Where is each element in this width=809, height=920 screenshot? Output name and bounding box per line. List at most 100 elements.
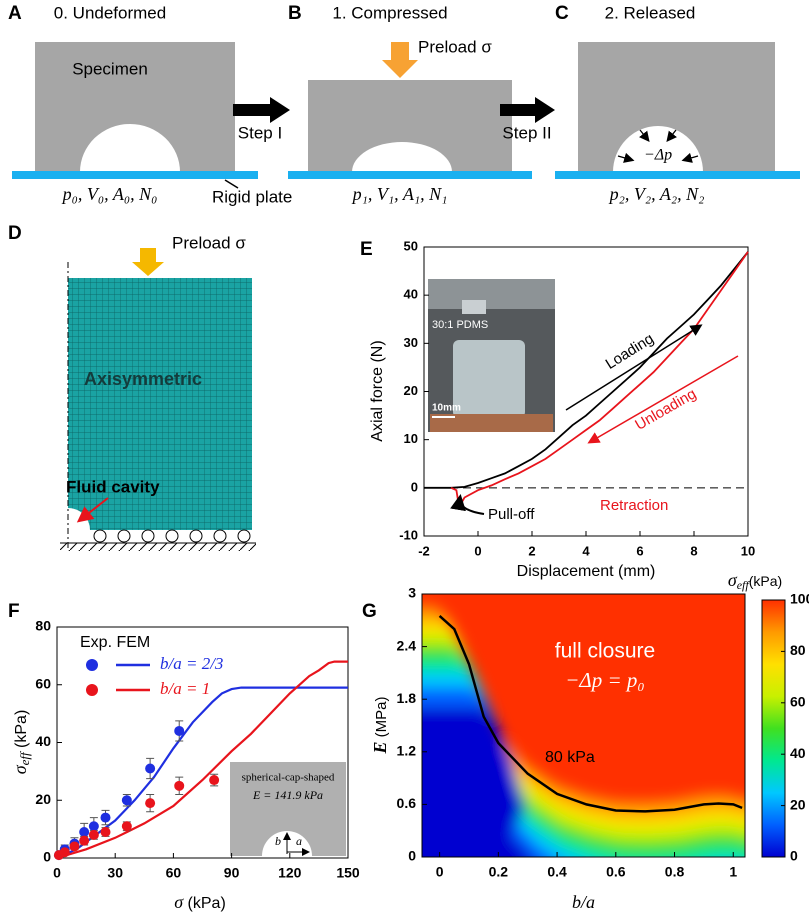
x-tick-label: 0.6	[606, 864, 626, 880]
x-tick-label: 10	[741, 543, 755, 558]
exp-point	[145, 798, 156, 809]
x-tick-label: 1	[729, 864, 737, 880]
state-label: p₁, V₁, A₁, N₁	[351, 184, 448, 204]
y-tick-label: 0	[408, 848, 416, 864]
cavity	[352, 142, 452, 172]
specimen-label: Specimen	[72, 59, 148, 78]
load-arrow	[382, 42, 418, 78]
colorbar-tick-label: 20	[790, 796, 806, 812]
y-axis-label-part: σ	[10, 764, 30, 774]
colorbar-tick-label: 60	[790, 694, 806, 710]
y-tick-label: 30	[404, 335, 418, 350]
x-tick-label: 0	[436, 864, 444, 880]
y-tick-label: 0	[43, 849, 51, 865]
x-tick-label: 0.4	[547, 864, 567, 880]
contour-line	[438, 614, 743, 813]
x-tick-label: 30	[107, 865, 123, 881]
load-label: Preload σ	[418, 37, 492, 56]
step-label: Step I	[238, 123, 282, 142]
photo-inset	[428, 279, 555, 432]
y-axis-label-part: E	[370, 741, 390, 754]
annotation: −Δp = p₀	[565, 668, 644, 692]
heatmap-field	[422, 605, 745, 857]
y-tick-label: 3	[408, 585, 416, 601]
mesh	[68, 278, 252, 530]
colorbar-label-part: σ	[728, 570, 738, 590]
exp-point	[100, 827, 111, 838]
inset-height: b	[275, 834, 281, 848]
y-axis-label: σeff (kPa)	[10, 710, 32, 775]
legend-label: b/a = 1	[160, 679, 210, 698]
y-axis-label-part: (kPa)	[13, 710, 30, 753]
x-tick-label: 150	[336, 865, 360, 881]
fem-line	[56, 686, 348, 860]
exp-point	[79, 835, 90, 846]
state-label: p₂, V₂, A₂, N₂	[608, 184, 705, 204]
panel-label: F	[8, 601, 20, 622]
plate-label: Rigid plate	[212, 187, 292, 206]
inset-modulus: E = 141.9 kPa	[252, 788, 323, 802]
legend-label: b/a = 2/3	[160, 654, 223, 673]
colorbar-tick-label: 40	[790, 745, 806, 761]
x-tick-label: 60	[166, 865, 182, 881]
x-tick-label: 8	[690, 543, 697, 558]
exp-point	[174, 725, 185, 736]
y-tick-label: 10	[404, 431, 418, 446]
ground-hatch	[60, 543, 256, 551]
legend-title: Exp. FEM	[80, 634, 150, 651]
colorbar-tick-label: 100	[790, 591, 809, 607]
contour-label: 80 kPa	[545, 749, 595, 766]
x-axis-label-part: b/a	[572, 892, 595, 912]
y-tick-label: 0.6	[397, 795, 417, 811]
x-tick-label: 0.2	[489, 864, 509, 880]
x-axis-label: b/a	[572, 892, 595, 912]
exp-point	[121, 821, 132, 832]
exp-point	[69, 841, 80, 852]
panel-title: 2. Released	[605, 3, 696, 22]
annotation: Pull-off	[488, 506, 535, 523]
annotation: full closure	[555, 640, 655, 663]
rigid-plate	[12, 171, 258, 179]
exp-point	[209, 775, 220, 786]
x-axis-label: σ (kPa)	[174, 892, 226, 912]
x-axis-label-part: σ	[174, 892, 184, 912]
y-tick-label: 0	[411, 479, 418, 494]
panel-d: D Preload σ Axisymmetric Fluid cavity	[8, 223, 256, 551]
x-tick-label: 0	[474, 543, 481, 558]
pointer	[76, 497, 109, 523]
pull-off-arrow	[450, 494, 485, 515]
series-label: Loading	[603, 330, 657, 373]
heatmap	[422, 594, 745, 857]
x-tick-label: -2	[418, 543, 430, 558]
rigid-plate	[555, 171, 800, 179]
unloading-arrow	[587, 355, 739, 444]
colorbar-label-part: (kPa)	[749, 573, 782, 589]
colorbar-label-part: eff	[737, 578, 751, 592]
y-tick-label: 1.8	[397, 690, 417, 706]
heatmap-layer	[422, 707, 532, 857]
inset-title: spherical-cap-shaped	[242, 772, 335, 784]
cavity	[80, 124, 180, 172]
panel-a: A 0. Undeformed Specimen p₀, V₀, A₀, N₀ …	[8, 3, 292, 206]
rigid-plate	[288, 171, 532, 179]
y-tick-label: 60	[35, 675, 51, 691]
load-arrow	[132, 248, 164, 276]
y-tick-label: 50	[404, 238, 418, 253]
step-arrow	[500, 97, 555, 123]
x-tick-label: 90	[224, 865, 240, 881]
y-tick-label: 20	[404, 383, 418, 398]
cavity-label: Fluid cavity	[66, 477, 160, 496]
panel-label: G	[362, 601, 377, 622]
plot-frame	[421, 593, 746, 858]
x-tick-label: 4	[582, 543, 590, 558]
y-tick-label: 80	[35, 618, 51, 634]
colorbar-label: σeff(kPa)	[728, 570, 782, 592]
series-line	[424, 251, 749, 489]
panel-b: B 1. Compressed Preload σ p₁, V₁, A₁, N₁	[288, 3, 532, 204]
exp-point	[174, 780, 185, 791]
legend-marker	[86, 684, 98, 696]
panel-title: 0. Undeformed	[54, 3, 166, 22]
x-tick-label: 120	[278, 865, 302, 881]
